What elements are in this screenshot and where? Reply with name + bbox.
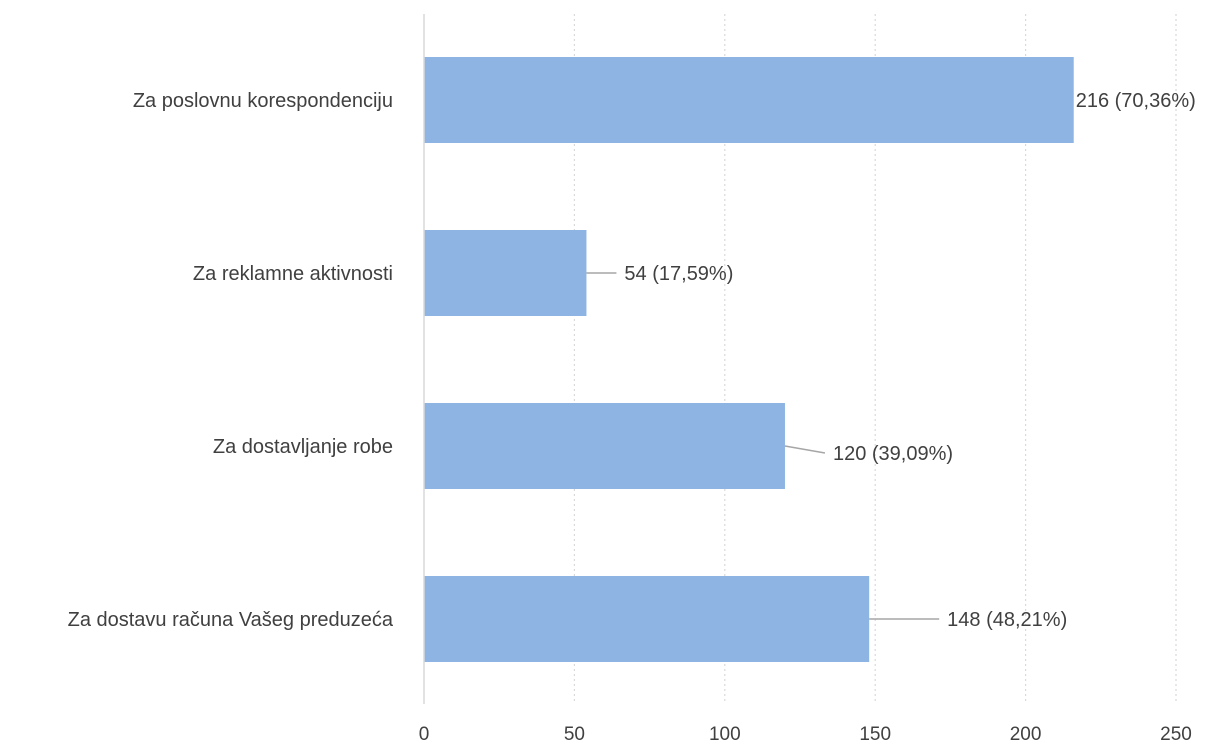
data-label: 148 (48,21%) [947,609,1067,631]
category-label: Za dostavljanje robe [213,436,393,458]
bars [424,57,1074,662]
bar [424,230,587,316]
category-label: Za dostavu računa Vašeg preduzeća [68,609,394,631]
x-tick-label: 200 [1010,724,1042,744]
leader-lines [586,272,940,620]
leader-line [784,445,826,454]
x-tick-label: 50 [564,724,585,744]
labels: 0 50 100 150 200 250 Za poslovnu korespondenci… [68,90,1196,745]
bar [424,403,785,489]
x-tick-label: 0 [419,724,430,744]
x-tick-label: 250 [1160,724,1192,744]
category-label: Za poslovnu korespondenciju [133,90,393,112]
data-label: 54 (17,59%) [624,263,733,285]
data-label: 216 (70,36%) [1076,90,1196,112]
bar [424,576,870,662]
x-tick-label: 100 [709,724,741,744]
x-tick-label: 150 [859,724,891,744]
bar [424,57,1074,143]
data-label: 120 (39,09%) [833,443,953,465]
category-label: Za reklamne aktivnosti [193,263,393,285]
